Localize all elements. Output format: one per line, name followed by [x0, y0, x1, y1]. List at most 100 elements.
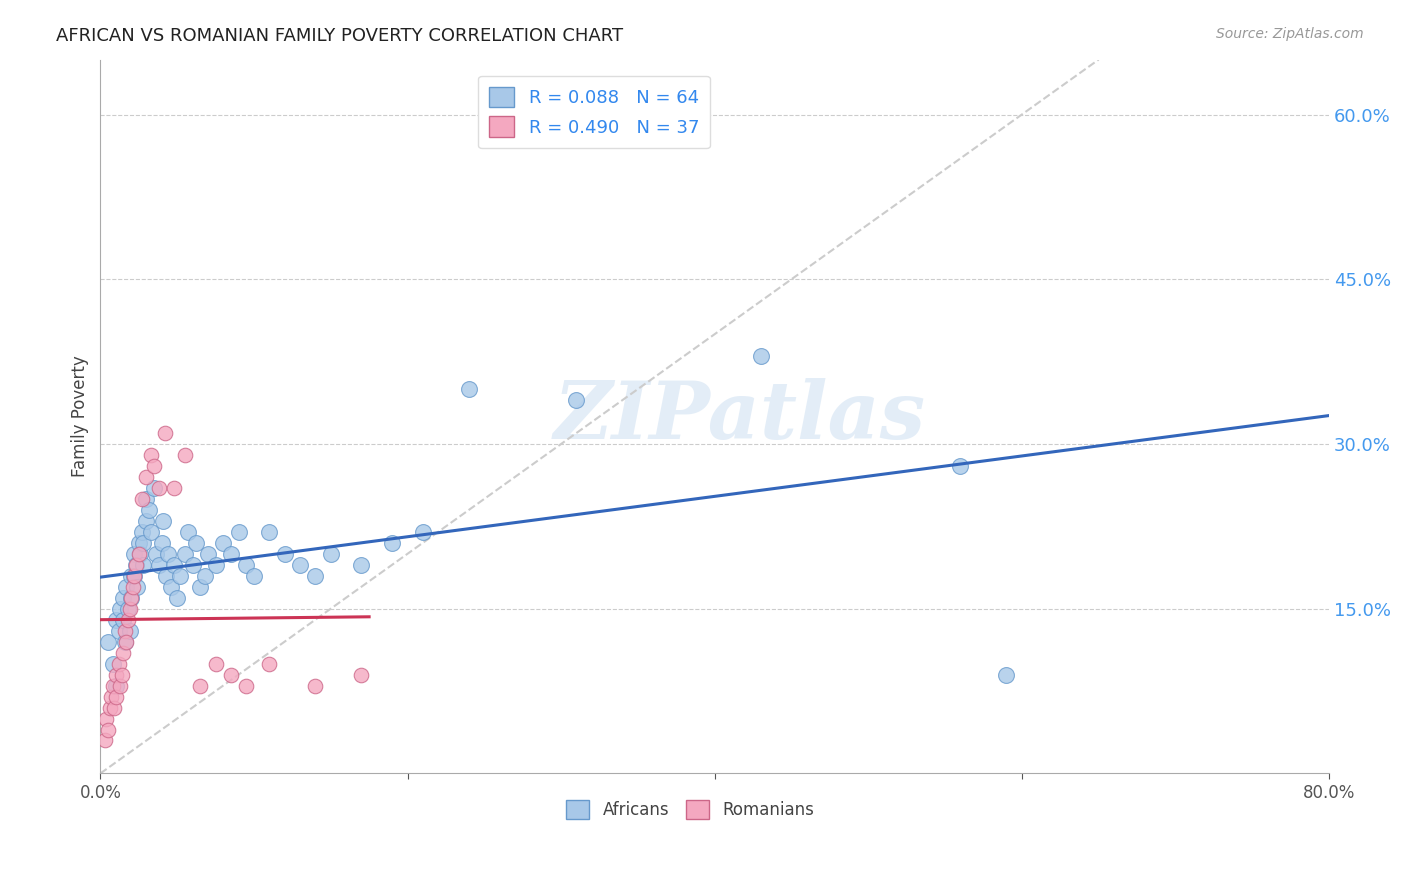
Point [259, 657, 281, 671]
Point [150, 536, 173, 550]
Point [188, 679, 211, 693]
Point [565, 392, 588, 407]
Point [135, 514, 157, 528]
Point [259, 524, 281, 539]
Point [177, 524, 200, 539]
Point [122, 568, 145, 582]
Point [96, 712, 118, 726]
Point [139, 524, 162, 539]
Point [104, 679, 127, 693]
Point [127, 580, 149, 594]
Point [110, 679, 132, 693]
Point [98, 700, 121, 714]
Point [145, 547, 167, 561]
Point [115, 634, 138, 648]
Point [304, 679, 326, 693]
Point [163, 481, 186, 495]
Point [243, 568, 266, 582]
Point [112, 591, 135, 605]
Point [111, 667, 134, 681]
Point [153, 425, 176, 440]
Point [104, 613, 127, 627]
Point [155, 568, 177, 582]
Point [101, 679, 124, 693]
Point [181, 558, 204, 572]
Point [163, 558, 186, 572]
Legend: Africans, Romanians: Africans, Romanians [560, 793, 821, 826]
Point [204, 657, 226, 671]
Point [120, 591, 142, 605]
Text: ZIPatlas: ZIPatlas [553, 378, 925, 455]
Point [235, 679, 257, 693]
Point [173, 547, 195, 561]
Point [100, 690, 122, 704]
Point [138, 503, 160, 517]
Point [204, 558, 226, 572]
Point [112, 646, 135, 660]
Point [135, 470, 157, 484]
Point [120, 568, 142, 582]
Point [949, 458, 972, 473]
Point [114, 624, 136, 638]
Point [228, 524, 250, 539]
Point [749, 349, 772, 363]
Point [350, 558, 373, 572]
Point [288, 558, 311, 572]
Point [156, 547, 179, 561]
Point [101, 657, 124, 671]
Point [132, 536, 155, 550]
Point [139, 448, 162, 462]
Point [118, 624, 141, 638]
Point [148, 558, 170, 572]
Point [131, 491, 153, 506]
Point [121, 580, 143, 594]
Point [124, 558, 146, 572]
Point [143, 458, 166, 473]
Point [104, 667, 127, 681]
Point [103, 700, 125, 714]
Point [128, 547, 150, 561]
Point [97, 634, 120, 648]
Point [148, 481, 170, 495]
Point [132, 558, 155, 572]
Point [188, 580, 211, 594]
Point [995, 667, 1018, 681]
Point [128, 536, 150, 550]
Text: AFRICAN VS ROMANIAN FAMILY POVERTY CORRELATION CHART: AFRICAN VS ROMANIAN FAMILY POVERTY CORRE… [56, 27, 623, 45]
Point [184, 536, 207, 550]
Point [152, 514, 174, 528]
Point [118, 601, 141, 615]
Text: Source: ZipAtlas.com: Source: ZipAtlas.com [1216, 27, 1364, 41]
Point [412, 524, 434, 539]
Point [107, 657, 129, 671]
Point [110, 601, 132, 615]
Point [219, 667, 242, 681]
Point [197, 547, 219, 561]
Point [115, 580, 138, 594]
Point [273, 547, 295, 561]
Point [117, 613, 139, 627]
Point [122, 568, 145, 582]
Point [173, 448, 195, 462]
Point [135, 491, 157, 506]
Point [219, 547, 242, 561]
Point [166, 591, 188, 605]
Point [114, 634, 136, 648]
Point [160, 580, 183, 594]
Point [169, 568, 191, 582]
Point [194, 568, 217, 582]
Point [319, 547, 342, 561]
Point [104, 690, 127, 704]
Point [120, 591, 142, 605]
Point [381, 536, 404, 550]
Y-axis label: Family Poverty: Family Poverty [72, 356, 89, 477]
Point [122, 547, 145, 561]
Point [131, 524, 153, 539]
Point [143, 481, 166, 495]
Point [458, 382, 481, 396]
Point [117, 601, 139, 615]
Point [97, 723, 120, 737]
Point [112, 613, 135, 627]
Point [129, 547, 152, 561]
Point [304, 568, 326, 582]
